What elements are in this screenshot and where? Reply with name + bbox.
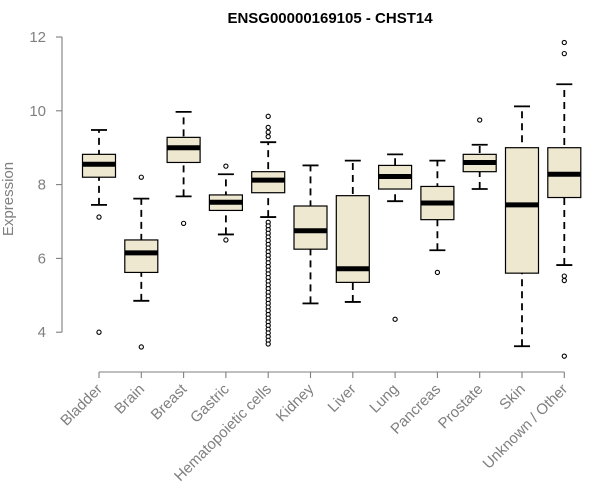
x-tick-label: Brain <box>111 381 148 418</box>
outlier-point <box>223 237 229 243</box>
box-iqr <box>293 205 328 250</box>
outlier-point <box>138 344 144 350</box>
y-tick-label: 10 <box>29 103 46 120</box>
x-tick-label: Breast <box>148 380 191 423</box>
y-tick-label: 4 <box>38 324 46 341</box>
outlier-point <box>265 129 271 135</box>
y-tick-label: 12 <box>29 29 46 46</box>
x-tick-label: Kidney <box>273 380 318 425</box>
outlier-point <box>265 124 271 131</box>
outlier-point <box>561 277 567 284</box>
outlier-point <box>138 174 144 180</box>
outlier-point <box>265 341 271 347</box>
outlier-point <box>96 329 102 335</box>
outlier-point <box>561 353 567 359</box>
y-axis-label: Expression <box>0 162 17 236</box>
x-tick-label: Lung <box>366 381 402 417</box>
y-tick-label: 6 <box>38 250 46 267</box>
outlier-point <box>561 50 567 57</box>
outlier-point <box>477 117 483 123</box>
x-tick-label: Bladder <box>57 381 106 430</box>
outlier-point <box>561 273 567 279</box>
outlier-point <box>434 269 441 276</box>
y-tick-label: 8 <box>38 177 46 194</box>
box-iqr <box>124 239 159 274</box>
outlier-point <box>96 214 102 220</box>
box-iqr <box>504 147 540 274</box>
x-tick-label: Skin <box>496 381 529 414</box>
outlier-point <box>180 220 187 226</box>
x-tick-label: Prostate <box>435 381 487 433</box>
outlier-point <box>265 113 271 119</box>
outlier-point <box>561 39 567 46</box>
x-tick-label: Liver <box>325 381 360 416</box>
chart-title: ENSG00000169105 - CHST14 <box>227 10 433 27</box>
outlier-point <box>265 133 271 140</box>
outlier-point <box>392 316 398 322</box>
outlier-point <box>223 163 229 169</box>
